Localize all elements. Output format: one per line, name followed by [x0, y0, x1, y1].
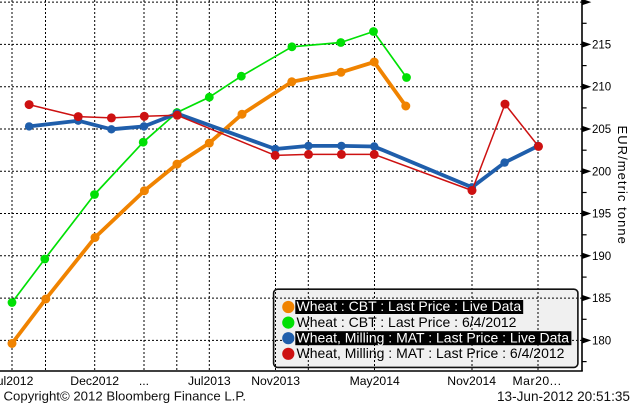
svg-text:Nov2014: Nov2014	[447, 374, 496, 388]
svg-text:190: 190	[592, 251, 611, 263]
svg-text:Jul2013: Jul2013	[188, 374, 231, 388]
svg-text:180: 180	[592, 335, 611, 347]
svg-text:210: 210	[592, 82, 611, 94]
svg-text:13-Jun-2012 20:51:35: 13-Jun-2012 20:51:35	[497, 389, 630, 404]
svg-text:205: 205	[592, 124, 611, 136]
svg-text:Wheat, Milling : MAT : Last Pr: Wheat, Milling : MAT : Last Price : 6/4/…	[297, 345, 565, 361]
svg-text:Jul2012: Jul2012	[0, 374, 34, 388]
svg-text:May2014: May2014	[350, 374, 400, 388]
svg-text:Mar20...: Mar20...	[512, 374, 561, 388]
svg-text:Wheat : CBT : Last Price : Liv: Wheat : CBT : Last Price : Live Data	[297, 298, 522, 314]
svg-text:Nov2013: Nov2013	[251, 374, 300, 388]
svg-text:185: 185	[592, 293, 611, 305]
svg-text:...: ...	[139, 374, 149, 388]
svg-text:Wheat, Milling : MAT : Last Pr: Wheat, Milling : MAT : Last Price : Live…	[297, 329, 570, 345]
svg-text:215: 215	[592, 39, 611, 51]
svg-text:195: 195	[592, 209, 611, 221]
svg-text:Dec2012: Dec2012	[70, 374, 119, 388]
svg-text:EUR/metric tonne: EUR/metric tonne	[615, 126, 630, 245]
svg-text:200: 200	[592, 166, 611, 178]
svg-text:Copyright© 2012 Bloomberg Fina: Copyright© 2012 Bloomberg Finance L.P.	[4, 389, 247, 404]
svg-text:Wheat : CBT : Last Price : 6/4: Wheat : CBT : Last Price : 6/4/2012	[297, 314, 517, 330]
